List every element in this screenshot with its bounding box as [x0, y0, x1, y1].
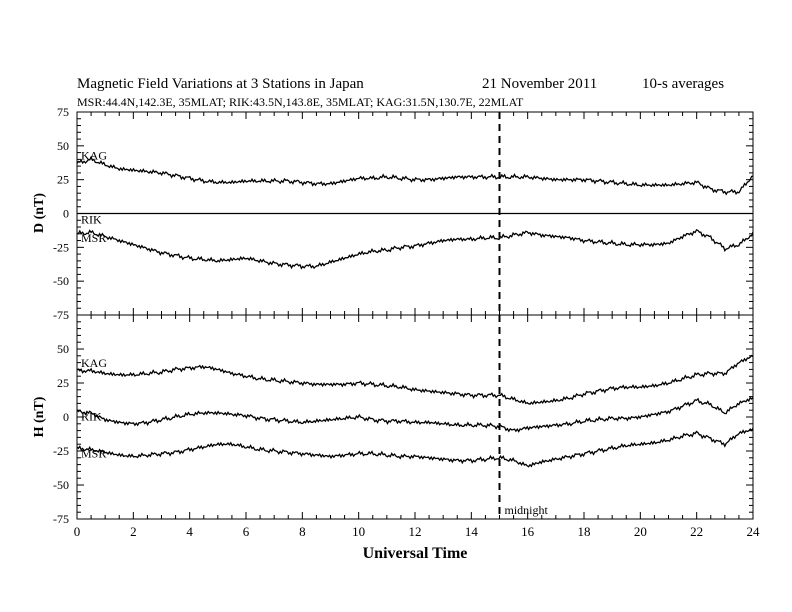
series-line-msr	[76, 228, 754, 270]
x-tick-label: 6	[243, 524, 250, 539]
series-line-msr	[76, 427, 754, 468]
series-label-kag: KAG	[81, 148, 107, 162]
y-tick-label: 0	[63, 410, 69, 424]
panel-top: -75 -50 -25 0 25 50 75 KAG RIK MSR	[53, 105, 754, 322]
bottom-panel-ylabel: H (nT)	[32, 396, 47, 437]
y-tick-label: -50	[53, 478, 69, 492]
series-label-rik: RIK	[81, 410, 102, 424]
x-tick-label: 18	[578, 524, 591, 539]
y-tick-label: -50	[53, 274, 69, 288]
chart-subtitle: MSR:44.4N,142.3E, 35MLAT; RIK:43.5N,143.…	[77, 95, 524, 109]
series-line-rik	[76, 396, 754, 433]
x-tick-label: 8	[299, 524, 306, 539]
series-label-kag: KAG	[81, 356, 107, 370]
x-tick-label: 24	[747, 524, 761, 539]
chart-averaging: 10-s averages	[642, 76, 724, 92]
y-tick-label: 0	[63, 207, 69, 221]
y-tick-label: 50	[57, 139, 69, 153]
chart-title: Magnetic Field Variations at 3 Stations …	[77, 76, 364, 92]
y-tick-label: 25	[57, 173, 69, 187]
series-line-kag	[76, 354, 754, 405]
chart-date: 21 November 2011	[482, 76, 597, 92]
y-tick-label: -75	[53, 308, 69, 322]
x-axis-label: Universal Time	[363, 545, 468, 562]
series-label-msr: MSR	[81, 446, 106, 460]
y-tick-label: 50	[57, 342, 69, 356]
x-tick-label: 14	[465, 524, 479, 539]
y-tick-label: 75	[57, 105, 69, 119]
y-tick-label: -25	[53, 444, 69, 458]
x-tick-label: 16	[521, 524, 535, 539]
midnight-label: midnight	[505, 503, 549, 517]
top-panel-ylabel: D (nT)	[32, 193, 47, 233]
y-tick-label: -25	[53, 240, 69, 254]
x-tick-label: 10	[352, 524, 365, 539]
x-tick-label: 4	[186, 524, 193, 539]
series-label-rik: RIK	[81, 213, 102, 227]
y-tick-label: -75	[53, 512, 69, 526]
x-tick-label: 22	[690, 524, 703, 539]
panel-frame	[76, 314, 754, 520]
y-tick-label: 25	[57, 376, 69, 390]
series-label-msr: MSR	[81, 231, 106, 245]
x-tick-label: 0	[74, 524, 81, 539]
series-line-kag	[76, 155, 754, 196]
x-tick-label: 2	[130, 524, 137, 539]
x-tick-label: 12	[409, 524, 422, 539]
x-tick-label: 20	[634, 524, 647, 539]
